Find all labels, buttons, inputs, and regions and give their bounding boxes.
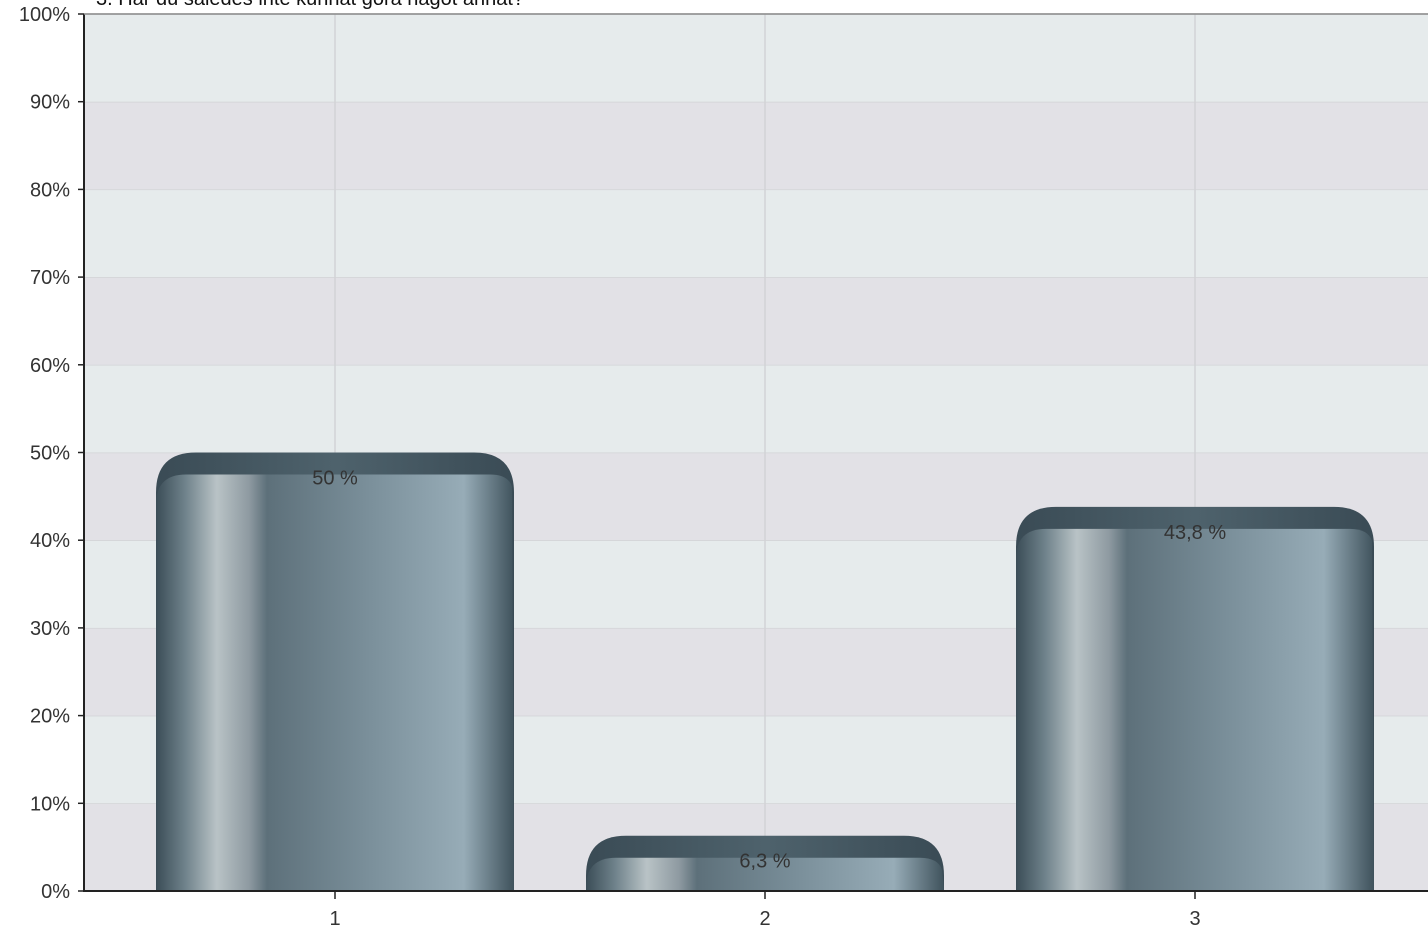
y-tick-label: 70% [30, 267, 70, 289]
bar-body [1016, 528, 1374, 891]
bar-1: 50 % [156, 452, 514, 891]
bar-2: 6,3 % [586, 835, 944, 891]
y-tick-label: 20% [30, 706, 70, 728]
bar-body [586, 857, 944, 891]
y-axis-ticks: 0% 10% 20% 30% 40% 50% 60% 70% 80% 90% 100% [19, 4, 84, 903]
bar-data-label: 43,8 % [1164, 522, 1226, 544]
plot-band [84, 101, 1428, 190]
plot-band [84, 364, 1428, 453]
chart-title: 3. Har du således inte kunnat göra något… [96, 0, 524, 11]
y-tick-label: 80% [30, 179, 70, 201]
y-tick-label: 90% [30, 92, 70, 114]
x-tick-label: 2 [759, 908, 770, 930]
bar-data-label: 50 % [312, 468, 358, 490]
bar-3: 43,8 % [1016, 506, 1374, 891]
y-tick-label: 40% [30, 530, 70, 552]
y-tick-label: 30% [30, 618, 70, 640]
bars: 50 % 6,3 % 43,8 % [156, 452, 1374, 891]
plot-band [84, 14, 1428, 102]
plot-band [84, 277, 1428, 365]
x-tick-label: 1 [329, 908, 340, 930]
y-tick-label: 60% [30, 355, 70, 377]
x-tick-label: 3 [1189, 908, 1200, 930]
bar-data-label: 6,3 % [739, 851, 790, 873]
y-tick-label: 10% [30, 793, 70, 815]
y-tick-label: 50% [30, 443, 70, 465]
x-axis-ticks: 1 2 3 [329, 891, 1201, 930]
y-tick-label: 100% [19, 4, 70, 26]
bar-body [156, 474, 514, 891]
y-tick-label: 0% [41, 881, 70, 903]
plot-band [84, 189, 1428, 278]
